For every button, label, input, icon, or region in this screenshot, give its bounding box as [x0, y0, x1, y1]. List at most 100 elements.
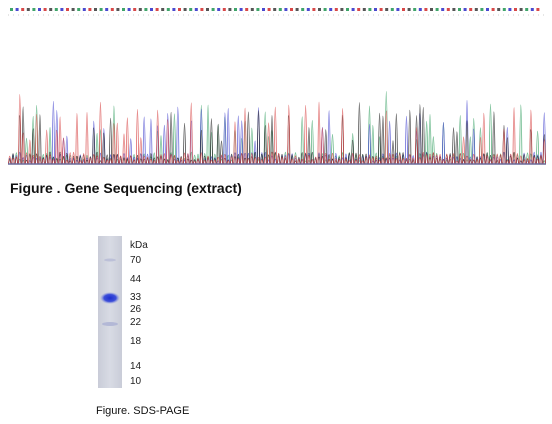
base-call-mark	[452, 8, 456, 11]
base-call-mark	[211, 8, 215, 11]
base-call-mark	[525, 8, 529, 11]
base-call-mark	[71, 8, 75, 11]
base-call-mark	[144, 8, 148, 11]
base-call-mark	[284, 8, 288, 11]
base-call-mark	[82, 8, 86, 11]
base-call-mark	[362, 8, 366, 11]
base-call-mark	[374, 8, 377, 11]
base-call-mark	[150, 8, 153, 11]
base-call-mark	[379, 8, 383, 11]
base-call-mark	[351, 8, 355, 11]
protein-band	[100, 292, 120, 304]
base-call-mark	[480, 8, 484, 11]
marker-14: 14	[130, 361, 142, 372]
base-call-mark	[256, 8, 260, 11]
base-call-mark	[222, 8, 226, 11]
base-call-mark	[396, 8, 400, 11]
base-call-mark	[530, 8, 534, 11]
base-call-mark	[385, 8, 389, 11]
base-call-mark	[469, 8, 473, 11]
base-call-mark	[323, 8, 327, 11]
marker-10: 10	[130, 376, 142, 387]
base-call-mark	[15, 8, 19, 11]
base-call-mark	[234, 8, 237, 11]
base-call-mark	[217, 8, 221, 11]
base-call-mark	[306, 8, 310, 11]
base-call-mark	[357, 8, 361, 11]
base-call-mark	[250, 8, 254, 11]
base-call-mark	[441, 8, 445, 11]
base-call-mark	[32, 8, 36, 11]
marker-22: 22	[130, 317, 142, 328]
base-call-mark	[116, 8, 120, 11]
base-call-mark	[368, 8, 372, 11]
base-call-mark	[189, 8, 193, 11]
base-call-mark	[329, 8, 333, 11]
base-call-mark	[26, 8, 30, 11]
base-call-mark	[301, 8, 305, 11]
base-call-mark	[295, 8, 299, 11]
base-call-mark	[497, 8, 501, 11]
base-call-mark	[430, 8, 433, 11]
base-call-mark	[318, 8, 321, 11]
base-call-mark	[536, 8, 540, 11]
base-call-mark	[133, 8, 137, 11]
base-call-mark	[206, 8, 209, 11]
base-call-mark	[474, 8, 478, 11]
base-call-mark	[278, 8, 282, 11]
base-call-mark	[458, 8, 461, 11]
base-call-mark	[110, 8, 114, 11]
marker-44: 44	[130, 274, 142, 285]
base-call-mark	[413, 8, 417, 11]
sequencing-chromatogram	[8, 8, 546, 165]
base-call-mark	[21, 8, 25, 11]
base-call-mark	[38, 8, 41, 11]
base-call-mark	[200, 8, 204, 11]
base-call-mark	[88, 8, 92, 11]
base-call-mark	[166, 8, 170, 11]
base-call-mark	[183, 8, 187, 11]
base-call-mark	[77, 8, 81, 11]
base-call-mark	[407, 8, 411, 11]
marker-26: 26	[130, 304, 142, 315]
trace-t	[8, 94, 546, 165]
base-call-mark	[161, 8, 165, 11]
base-call-mark	[178, 8, 181, 11]
base-call-mark	[463, 8, 467, 11]
base-call-mark	[340, 8, 344, 11]
base-call-mark	[194, 8, 198, 11]
sds-page-figure-caption: Figure. SDS-PAGE	[96, 405, 190, 417]
sequencing-figure-caption: Figure . Gene Sequencing (extract)	[10, 180, 242, 196]
base-call-mark	[508, 8, 512, 11]
base-call-mark	[435, 8, 439, 11]
base-call-mark	[228, 8, 232, 11]
base-call-strip	[10, 8, 540, 11]
base-call-mark	[486, 8, 489, 11]
base-call-mark	[312, 8, 316, 11]
base-call-mark	[94, 8, 97, 11]
base-call-mark	[334, 8, 338, 11]
base-call-mark	[346, 8, 349, 11]
base-call-mark	[418, 8, 422, 11]
base-call-mark	[245, 8, 249, 11]
base-call-mark	[290, 8, 293, 11]
kda-unit-label: kDa	[130, 240, 148, 251]
base-call-mark	[262, 8, 265, 11]
base-call-mark	[172, 8, 176, 11]
base-call-mark	[99, 8, 103, 11]
base-call-mark	[43, 8, 47, 11]
base-call-mark	[390, 8, 394, 11]
base-call-mark	[502, 8, 506, 11]
base-call-mark	[10, 8, 13, 11]
base-call-mark	[66, 8, 69, 11]
base-call-mark	[267, 8, 271, 11]
base-call-mark	[105, 8, 109, 11]
base-call-mark	[60, 8, 64, 11]
marker-33: 33	[130, 292, 142, 303]
base-call-mark	[122, 8, 125, 11]
base-call-mark	[155, 8, 159, 11]
base-call-mark	[239, 8, 243, 11]
base-call-mark	[519, 8, 523, 11]
faint-band	[104, 258, 116, 262]
base-call-mark	[424, 8, 428, 11]
